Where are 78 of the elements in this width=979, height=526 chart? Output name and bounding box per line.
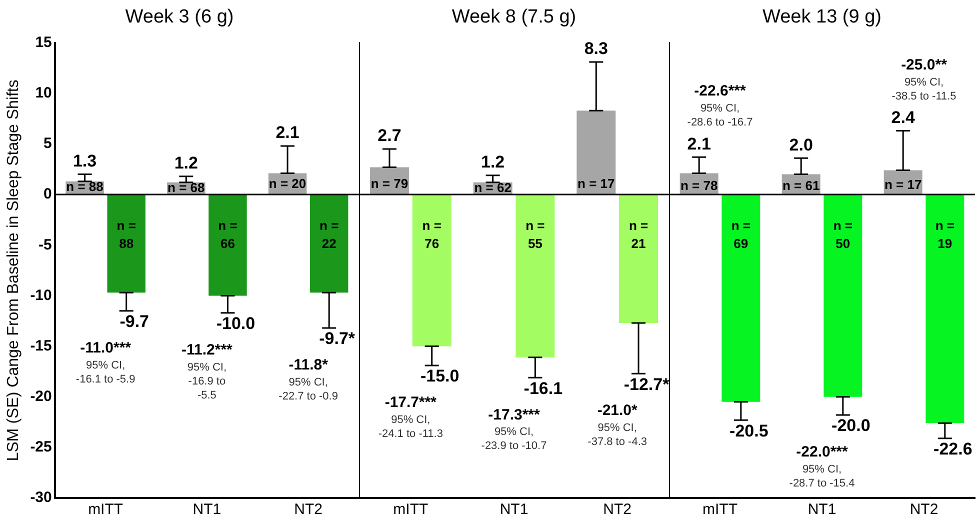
- y-tick-label: -15: [30, 337, 52, 354]
- bar: [576, 110, 616, 195]
- data-label: -20.0: [832, 416, 870, 436]
- annotation: n = 17: [884, 177, 922, 192]
- y-tick-label: 15: [35, 34, 52, 51]
- bar: [107, 194, 146, 293]
- data-label: 2.1: [687, 134, 711, 154]
- data-label: 2.1: [276, 123, 300, 142]
- data-label: 2.0: [789, 135, 813, 154]
- bar: [310, 194, 348, 293]
- annotation: n = 50: [833, 218, 853, 251]
- bar: [619, 194, 658, 323]
- data-label: 2.7: [378, 126, 402, 146]
- annotation: n = 78: [680, 178, 718, 194]
- x-tick-label: NT1: [500, 501, 528, 518]
- data-label: -9.7: [120, 312, 149, 332]
- y-tick-label: -25: [30, 438, 52, 456]
- x-tick-label: mITT: [88, 501, 124, 518]
- annotation: -11.8* 95% CI, -22.7 to -0.9: [278, 356, 338, 403]
- data-label: -12.7*: [624, 374, 670, 394]
- annotation: -17.3*** 95% CI, -23.9 to -10.7: [481, 406, 547, 452]
- chart-title: Week 3 (6 g): [125, 6, 234, 28]
- data-label: 8.3: [584, 39, 608, 58]
- annotation: -11.2*** 95% CI, -16.9 to -5.5: [182, 342, 233, 402]
- y-tick-label: 10: [35, 84, 52, 102]
- annotation: n = 68: [168, 180, 205, 196]
- x-tick-label: NT2: [910, 501, 938, 518]
- annotation: -11.0*** 95% CI, -16.1 to -5.9: [76, 340, 136, 386]
- data-label: -10.0: [216, 314, 256, 334]
- data-label: 2.4: [891, 108, 916, 127]
- x-tick-label: NT1: [808, 501, 836, 518]
- x-tick-label: mITT: [702, 501, 738, 518]
- y-tick-label: -30: [30, 489, 52, 506]
- data-label: -22.6: [934, 440, 972, 459]
- bar: [824, 194, 862, 397]
- annotation: n = 17: [578, 176, 615, 191]
- y-tick-label: 0: [44, 186, 52, 203]
- y-axis-title: LSM (SE) Cange From Baseline in Sleep Stage Shifts: [5, 80, 22, 462]
- data-label: -20.5: [730, 421, 768, 440]
- data-label: 1.2: [480, 152, 505, 172]
- x-tick-label: NT2: [603, 501, 632, 518]
- bar: [516, 194, 555, 358]
- annotation: -22.0*** 95% CI, -28.7 to -15.4: [789, 444, 855, 490]
- bar: [926, 194, 964, 424]
- x-tick-label: mITT: [393, 501, 428, 518]
- data-label: -9.7*: [319, 329, 356, 348]
- annotation: n = 20: [268, 176, 306, 191]
- y-tick-label: -5: [38, 236, 52, 254]
- x-tick-label: NT2: [294, 501, 322, 518]
- data-label: 1.3: [72, 151, 97, 170]
- annotation: -17.7*** 95% CI, -24.1 to -11.3: [378, 394, 443, 440]
- data-label: -16.1: [524, 378, 563, 398]
- annotation: n = 88: [116, 218, 136, 251]
- chart-title: Week 8 (7.5 g): [452, 6, 576, 28]
- annotation: -21.0* 95% CI, -37.8 to -4.3: [588, 402, 647, 448]
- annotation: -22.6*** 95% CI, -28.6 to -16.7: [687, 82, 753, 129]
- x-tick-label: NT1: [192, 501, 222, 518]
- annotation: n = 55: [526, 218, 546, 251]
- annotation: n = 19: [935, 218, 955, 251]
- y-tick-label: -10: [30, 286, 52, 304]
- annotation: n = 66: [218, 218, 238, 251]
- bar: [208, 194, 247, 296]
- data-label: 1.2: [174, 154, 198, 173]
- chart-title: Week 13 (9 g): [762, 6, 882, 28]
- annotation: -25.0** 95% CI, -38.5 to -11.5: [892, 56, 956, 102]
- annotation: n = 21: [628, 218, 648, 251]
- annotation: n = 69: [731, 218, 751, 251]
- annotation: n = 76: [422, 218, 442, 251]
- y-tick-label: -20: [30, 388, 52, 405]
- annotation: n = 61: [782, 178, 820, 194]
- data-label: -15.0: [420, 366, 460, 386]
- bar: [412, 194, 452, 346]
- bar: [722, 194, 760, 402]
- annotation: n = 62: [474, 180, 512, 196]
- y-tick-label: 5: [44, 135, 52, 152]
- annotation: n = 88: [66, 179, 104, 194]
- annotation: n = 22: [320, 218, 340, 251]
- annotation: n = 79: [370, 176, 408, 191]
